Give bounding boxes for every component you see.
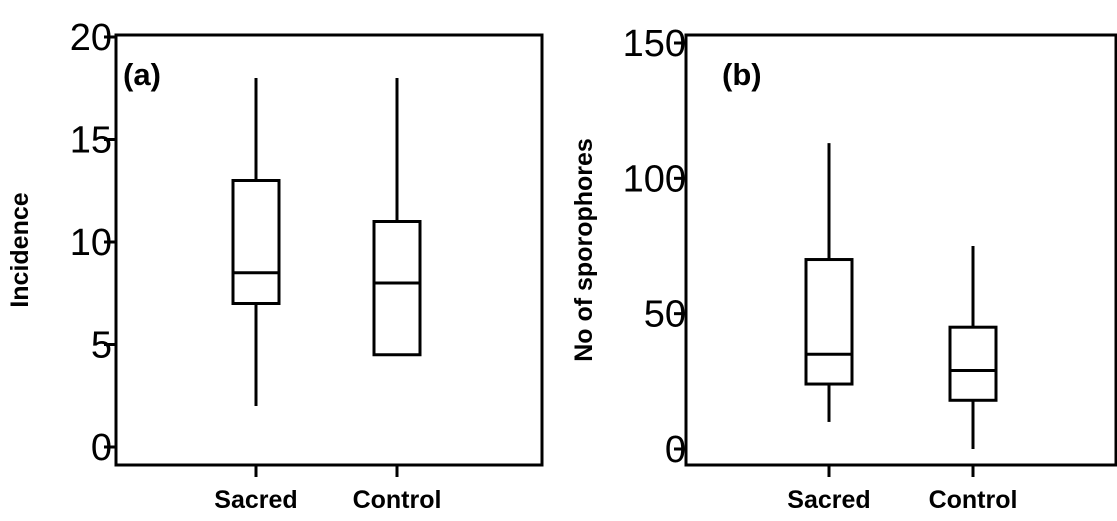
panel-a-box <box>231 179 281 305</box>
panel-a-ytick-label: 5 <box>91 325 112 367</box>
panel-a-box <box>372 220 422 357</box>
panel-b-ytick-label: 100 <box>623 158 686 200</box>
panel-b-box <box>804 258 854 386</box>
panel-a-panel-label: (a) <box>123 57 161 92</box>
panel-a-xtick-label: Control <box>353 486 442 514</box>
panel-b-xtick-label: Sacred <box>787 486 870 514</box>
panel-b-ytick-label: 50 <box>644 294 686 336</box>
panel-a-ytick-label: 15 <box>70 120 112 162</box>
panel-a-xtick-label: Sacred <box>214 486 297 514</box>
panel-b-panel-label: (b) <box>722 57 762 92</box>
panel-b-xtick-label: Control <box>929 486 1018 514</box>
panel-b-ytick-label: 150 <box>623 23 686 65</box>
panel-b-y-axis-label: No of sporophores <box>570 138 598 362</box>
panel-a-y-axis-label: Incidence <box>6 192 34 307</box>
panel-a-ytick-label: 20 <box>70 17 112 59</box>
panel-a-ytick-label: 10 <box>70 222 112 264</box>
panel-a-ytick-label: 0 <box>91 427 112 469</box>
panel-b-plot-frame <box>684 33 1117 467</box>
panel-b-ytick-label: 0 <box>665 429 686 471</box>
panel-b-box <box>948 325 998 402</box>
panel-a-plot-frame <box>114 33 544 467</box>
